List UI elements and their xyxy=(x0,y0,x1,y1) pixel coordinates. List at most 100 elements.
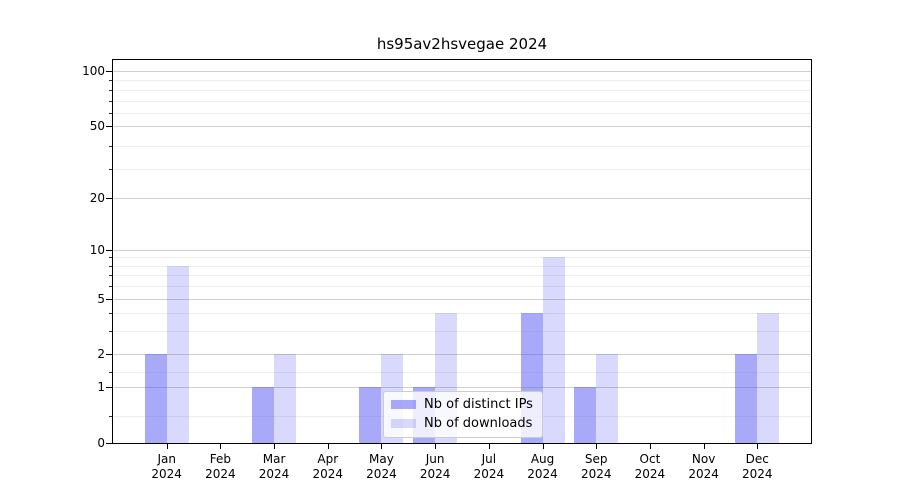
x-tick-year: 2024 xyxy=(473,467,505,481)
gridline-minor xyxy=(113,145,811,147)
gridline-minor xyxy=(113,89,811,91)
x-tick-year: 2024 xyxy=(312,467,344,481)
y-tick-mark xyxy=(106,71,112,73)
bar-distinct-ips-mar xyxy=(252,387,275,443)
x-tick-mark xyxy=(649,444,651,449)
gridline-major xyxy=(113,387,811,389)
x-tick-label-oct: Oct 2024 xyxy=(618,452,682,482)
x-tick-month: Nov xyxy=(691,452,716,466)
x-tick-label-apr: Apr 2024 xyxy=(296,452,360,482)
legend-swatch-distinct-ips xyxy=(391,400,416,409)
bar-downloads-dec xyxy=(757,313,780,443)
y-tick-label: 50 xyxy=(89,119,105,134)
legend-label-distinct-ips: Nb of distinct IPs xyxy=(424,397,533,412)
y-tick-mark xyxy=(106,126,112,128)
x-tick-mark xyxy=(274,444,276,449)
gridline-major xyxy=(113,71,811,73)
x-tick-mark xyxy=(327,444,329,449)
y-tick-mark xyxy=(106,354,112,356)
y-tick-mark xyxy=(106,197,112,199)
gridline-minor xyxy=(113,372,811,374)
y-minor-tick-mark xyxy=(109,286,112,288)
bar-distinct-ips-sep xyxy=(574,387,597,443)
x-tick-month: May xyxy=(369,452,394,466)
bar-layer xyxy=(113,60,811,443)
legend-item-downloads: Nb of downloads xyxy=(391,416,533,431)
x-tick-month: Oct xyxy=(639,452,661,466)
y-minor-tick-mark xyxy=(109,168,112,170)
y-minor-tick-mark xyxy=(109,113,112,115)
x-tick-label-mar: Mar 2024 xyxy=(242,452,306,482)
x-tick-label-jan: Jan 2024 xyxy=(135,452,199,482)
x-tick-label-dec: Dec 2024 xyxy=(725,452,789,482)
y-tick-mark xyxy=(106,298,112,300)
x-tick-mark xyxy=(596,444,598,449)
gridline-minor xyxy=(113,80,811,82)
y-tick-label: 10 xyxy=(89,242,105,257)
legend: Nb of distinct IPs Nb of downloads xyxy=(383,391,543,438)
x-tick-mark xyxy=(166,444,168,449)
y-minor-tick-mark xyxy=(109,257,112,259)
x-tick-year: 2024 xyxy=(742,467,773,481)
gridline-major xyxy=(113,354,811,356)
gridline-major xyxy=(113,249,811,251)
x-tick-label-nov: Nov 2024 xyxy=(672,452,736,482)
x-tick-mark xyxy=(220,444,222,449)
y-tick-label: 2 xyxy=(97,347,105,362)
x-tick-label-aug: Aug 2024 xyxy=(511,452,575,482)
x-tick-year: 2024 xyxy=(419,467,451,481)
gridline-major xyxy=(113,298,811,300)
x-tick-year: 2024 xyxy=(258,467,290,481)
gridline-minor xyxy=(113,113,811,115)
x-tick-mark xyxy=(488,444,490,449)
bar-downloads-jan xyxy=(166,265,189,443)
x-tick-mark xyxy=(435,444,437,449)
x-tick-year: 2024 xyxy=(688,467,719,481)
gridline-minor xyxy=(113,100,811,102)
x-tick-year: 2024 xyxy=(366,467,397,481)
y-minor-tick-mark xyxy=(109,415,112,417)
y-minor-tick-mark xyxy=(109,89,112,91)
y-minor-tick-mark xyxy=(109,275,112,277)
bar-distinct-ips-may xyxy=(359,387,382,443)
x-tick-mark xyxy=(542,444,544,449)
x-tick-month: Mar xyxy=(262,452,286,466)
y-minor-tick-mark xyxy=(109,80,112,82)
x-tick-mark xyxy=(757,444,759,449)
bar-downloads-aug xyxy=(542,257,565,443)
gridline-minor xyxy=(113,313,811,315)
x-tick-month: Feb xyxy=(209,452,231,466)
y-minor-tick-mark xyxy=(109,100,112,102)
x-tick-month: Sep xyxy=(584,452,608,466)
y-tick-mark xyxy=(106,387,112,389)
y-tick-label: 100 xyxy=(82,64,105,79)
x-tick-month: Aug xyxy=(530,452,555,466)
gridline-major xyxy=(113,126,811,128)
x-tick-month: Dec xyxy=(745,452,769,466)
legend-swatch-downloads xyxy=(391,419,416,428)
x-tick-year: 2024 xyxy=(205,467,236,481)
x-tick-year: 2024 xyxy=(527,467,558,481)
x-tick-label-sep: Sep 2024 xyxy=(564,452,628,482)
x-tick-label-jun: Jun 2024 xyxy=(403,452,467,482)
gridline-minor xyxy=(113,286,811,288)
y-minor-tick-mark xyxy=(109,313,112,315)
y-tick-label: 5 xyxy=(97,291,105,306)
bar-distinct-ips-jan xyxy=(144,354,167,443)
y-tick-mark xyxy=(106,443,112,444)
x-tick-label-feb: Feb 2024 xyxy=(188,452,252,482)
gridline-major xyxy=(113,197,811,199)
chart-title: hs95av2hsvegae 2024 xyxy=(376,35,548,53)
gridline-minor xyxy=(113,168,811,170)
y-minor-tick-mark xyxy=(109,331,112,333)
gridline-minor xyxy=(113,257,811,259)
x-tick-year: 2024 xyxy=(151,467,182,481)
y-tick-label: 0 xyxy=(97,436,105,450)
x-tick-month: Jan xyxy=(157,452,176,466)
y-minor-tick-mark xyxy=(109,265,112,267)
y-minor-tick-mark xyxy=(109,145,112,147)
x-tick-mark xyxy=(703,444,705,449)
y-tick-label: 20 xyxy=(89,190,105,205)
x-tick-month: Apr xyxy=(317,452,339,466)
